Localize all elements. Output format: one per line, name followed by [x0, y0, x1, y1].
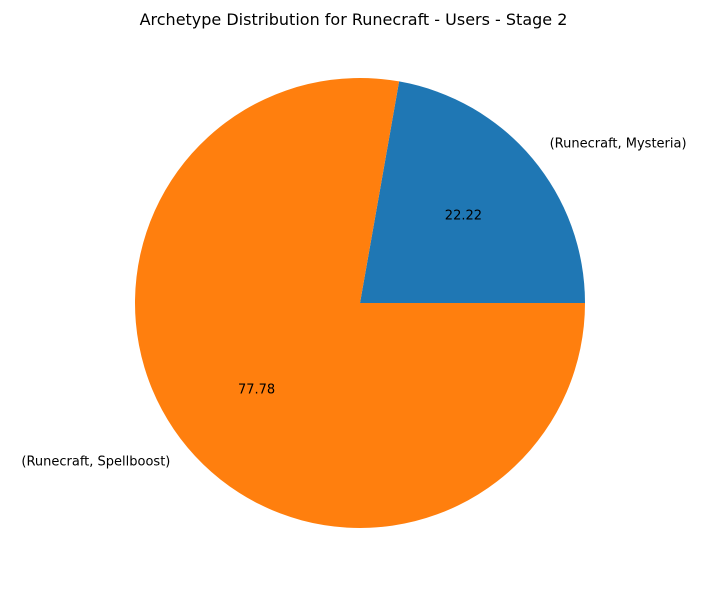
pie-slice-1-label: (Runecraft, Spellboost) [21, 455, 170, 470]
pie-slice-0-value: 22.22 [445, 209, 482, 224]
pie-slices [135, 77, 586, 528]
pie-slice-0 [360, 81, 585, 303]
pie-slice-0-label: (Runecraft, Mysteria) [550, 136, 687, 151]
chart-title: Archetype Distribution for Runecraft - U… [140, 10, 568, 29]
pie-labels: 22.22 (Runecraft, Mysteria) 77.78 (Runecraf… [21, 136, 686, 469]
pie-slice-1-value: 77.78 [238, 382, 275, 397]
pie-slice-1 [135, 77, 586, 528]
